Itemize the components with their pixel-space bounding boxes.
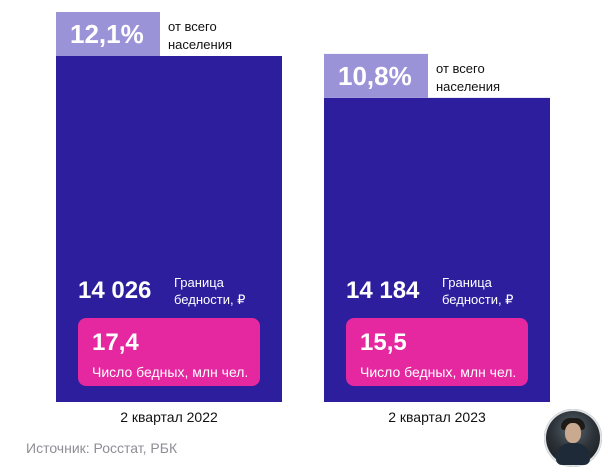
share-suffix: населения — [168, 37, 232, 52]
poor-count-caption: Число бедных, млн чел. — [92, 364, 248, 380]
share-label: 12,1% — [70, 19, 144, 49]
poverty-line-caption: бедности, ₽ — [174, 292, 245, 307]
poor-count-caption: Число бедных, млн чел. — [360, 364, 516, 380]
category-label: 2 квартал 2022 — [120, 409, 218, 425]
share-suffix: населения — [436, 79, 500, 94]
poverty-line-value: 14 026 — [78, 277, 151, 304]
poverty-line-caption: Граница — [442, 275, 493, 290]
bar-top-tab — [324, 53, 428, 98]
bar-top-tab — [56, 12, 160, 56]
poverty-line-caption: Граница — [174, 275, 225, 290]
category-label: 2 квартал 2023 — [388, 409, 486, 425]
poverty-line-value: 14 184 — [346, 277, 420, 304]
source-note: Источник: Росстат, РБК — [26, 440, 178, 456]
poverty-line-caption: бедности, ₽ — [442, 292, 513, 307]
avatar-icon — [544, 409, 602, 467]
poor-count-value: 17,4 — [92, 329, 139, 356]
poor-count-box — [346, 318, 528, 386]
poor-count-box — [78, 318, 260, 386]
poor-count-value: 15,5 — [360, 329, 407, 356]
share-suffix: от всего — [436, 61, 485, 76]
share-suffix: от всего — [168, 19, 217, 34]
share-label: 10,8% — [338, 61, 412, 91]
